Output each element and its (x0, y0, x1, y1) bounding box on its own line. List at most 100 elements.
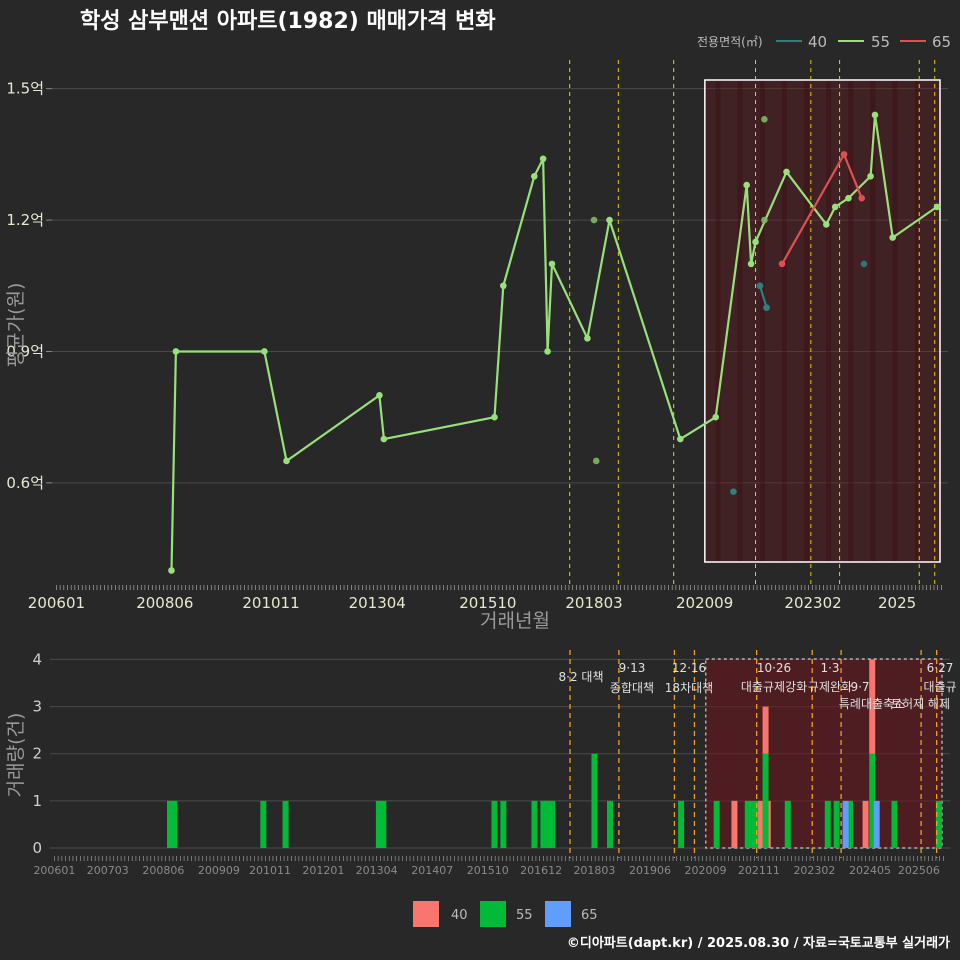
bar-55 (891, 800, 898, 848)
top-legend: 전용면적(㎡) 40 55 65 (697, 33, 951, 51)
x2-tick-label: 200909 (198, 864, 240, 877)
bar-55 (744, 800, 751, 848)
data-point-40 (756, 282, 764, 290)
y2-tick-label: 3 (32, 698, 42, 716)
x2-tick-label: 202302 (793, 864, 835, 877)
policy-label: 토허제 해제 (891, 697, 950, 711)
bar-55 (607, 800, 613, 848)
data-point-55 (380, 435, 388, 443)
x-tick-label: 201510 (459, 594, 516, 612)
x2-tick-label: 201407 (411, 864, 453, 877)
legend2-swatch-40 (413, 901, 439, 927)
y-tick-label: 0.9억 (6, 342, 44, 360)
legend2-swatch-55 (480, 901, 506, 927)
legend-label-40: 40 (808, 33, 827, 51)
bar-55 (167, 800, 173, 848)
data-point-40 (763, 304, 770, 311)
x2-tick-label: 202405 (849, 864, 891, 877)
y-tick-label: 1.2억 (6, 211, 44, 229)
bar-55 (784, 800, 791, 848)
data-point-40 (860, 260, 868, 268)
data-point-55 (491, 413, 498, 421)
data-point-40 (730, 488, 737, 495)
bar-55 (824, 800, 831, 848)
legend-title: 전용면적(㎡) (697, 35, 763, 49)
data-point-55 (590, 216, 598, 224)
policy-label: 9·13 (619, 661, 646, 675)
x2-tick-label: 200806 (142, 864, 184, 877)
bar-55 (549, 800, 556, 848)
data-point-65 (840, 151, 848, 158)
data-point-55 (530, 172, 538, 180)
x-tick-label: 202009 (676, 594, 733, 612)
x2-tick-label: 201510 (467, 864, 509, 877)
policy-label: 대출규 (923, 680, 956, 694)
legend-label-65: 65 (932, 33, 951, 51)
highlight-box (704, 79, 941, 563)
x-tick-label: 200806 (136, 594, 193, 612)
x2-tick-label: 201304 (356, 864, 398, 877)
bar-55 (591, 753, 598, 848)
data-point-55 (592, 457, 600, 465)
bar-55 (833, 800, 840, 848)
bar-55 (282, 800, 289, 848)
y-axis-label: 평균가(원) (5, 283, 27, 368)
data-point-55 (539, 155, 547, 163)
data-point-55 (606, 216, 613, 224)
data-point-55 (172, 348, 180, 355)
x2-tick-label: 201906 (629, 864, 671, 877)
x2-tick-label: 200601 (33, 864, 75, 877)
x-tick-label: 2025 (878, 594, 916, 612)
bar-55 (260, 800, 267, 848)
data-point-55 (712, 413, 720, 421)
y-tick-label: 0.6억 (6, 474, 44, 492)
chart-title: 학성 삼부맨션 아파트(1982) 매매가격 변화 (80, 9, 496, 34)
x2-tick-label: 202009 (685, 864, 727, 877)
bar-65 (842, 800, 849, 848)
legend2-label-65: 65 (581, 908, 598, 923)
bar-55 (491, 800, 498, 848)
bar-55 (749, 800, 756, 848)
policy-label: 9·7 (850, 680, 869, 694)
data-point-55 (761, 116, 768, 123)
bar-55 (762, 753, 769, 848)
bar-55 (531, 800, 538, 848)
policy-label: 12·16 (672, 661, 706, 675)
bar-55 (171, 800, 178, 848)
policy-label: 대출규제강화 (741, 680, 807, 694)
data-point-55 (544, 348, 551, 355)
chart-caption: ©디아파트(dapt.kr) / 2025.08.30 / 자료=국토교통부 실… (567, 935, 950, 951)
bar-55 (380, 800, 387, 848)
y2-axis-label: 거래량(건) (5, 713, 27, 798)
x2-tick-label: 202111 (738, 864, 780, 877)
x-axis-label: 거래년월 (480, 610, 550, 632)
bar-55 (678, 800, 685, 848)
policy-label: 종합대책 (610, 680, 654, 695)
data-point-55 (584, 335, 591, 342)
bar-40 (862, 800, 869, 848)
data-point-55 (752, 238, 759, 246)
policy-label: 1·3 (820, 661, 839, 675)
data-point-55 (845, 194, 852, 202)
price-panel: 0.6억 0.9억 1.2억 1.5억 200601 200806 201011 201304… (5, 60, 948, 632)
data-point-65 (778, 260, 786, 268)
policy-label: 6·27 (927, 661, 954, 675)
bar-40 (762, 706, 769, 754)
x-tick-label: 202302 (784, 594, 841, 612)
policy-label: 규제완화 (808, 680, 852, 694)
x2-tick-label: 201201 (302, 864, 344, 877)
data-point-55 (548, 260, 556, 268)
legend2-label-40: 40 (451, 908, 468, 923)
data-point-55 (500, 282, 507, 290)
x2-tick-label: 201612 (520, 864, 562, 877)
data-point-55 (871, 111, 879, 119)
data-point-55 (867, 172, 874, 180)
data-point-55 (261, 348, 268, 355)
policy-label: 10·26 (757, 661, 791, 675)
data-point-55 (376, 391, 383, 399)
bar-55 (375, 800, 382, 848)
bar-55 (500, 800, 507, 848)
volume-panel: 0 1 2 3 4 8·2 대책 9·13 종합대책 12·16 18차대책 10·26 대출규제강화… (5, 650, 957, 877)
bar-55 (713, 800, 720, 848)
legend2-swatch-65 (545, 901, 571, 927)
